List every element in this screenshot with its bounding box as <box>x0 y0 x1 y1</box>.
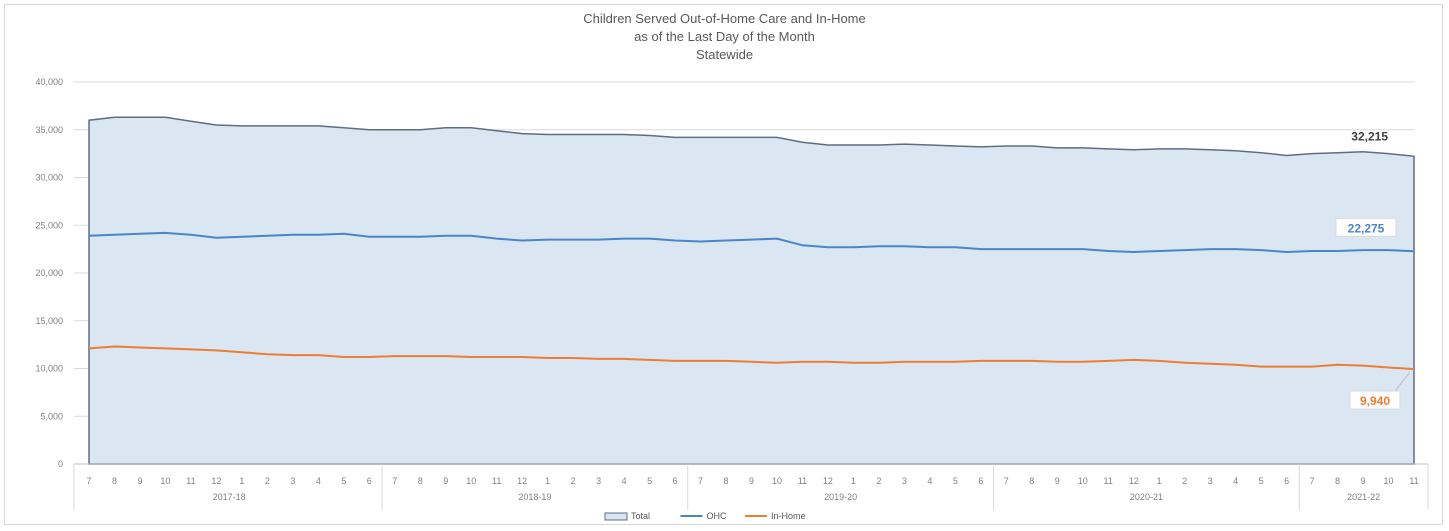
x-tick-label: 12 <box>1129 476 1139 486</box>
x-tick-label: 7 <box>86 476 91 486</box>
area-series <box>88 116 1415 465</box>
x-tick-label: 5 <box>1259 476 1264 486</box>
x-tick-label: 5 <box>647 476 652 486</box>
x-tick-label: 6 <box>978 476 983 486</box>
x-tick-label: 8 <box>418 476 423 486</box>
x-tick-label: 2 <box>876 476 881 486</box>
x-tick-label: 6 <box>367 476 372 486</box>
data-label-inhome: 9,940 <box>1360 394 1390 408</box>
x-tick-label: 1 <box>239 476 244 486</box>
x-tick-label: 5 <box>341 476 346 486</box>
x-tick-label: 6 <box>673 476 678 486</box>
x-tick-label: 7 <box>392 476 397 486</box>
x-tick-label: 1 <box>851 476 856 486</box>
x-tick-label: 9 <box>1361 476 1366 486</box>
chart-title-line-1: Children Served Out-of-Home Care and In-… <box>583 11 866 26</box>
fiscal-year-label: 2019-20 <box>824 492 857 502</box>
chart-title: Children Served Out-of-Home Care and In-… <box>0 10 1449 64</box>
x-tick-label: 3 <box>902 476 907 486</box>
x-tick-label: 4 <box>927 476 932 486</box>
x-tick-label: 3 <box>1208 476 1213 486</box>
x-tick-label: 8 <box>1029 476 1034 486</box>
x-tick-label: 11 <box>186 476 195 486</box>
x-tick-label: 11 <box>1409 476 1418 486</box>
x-tick-label: 4 <box>316 476 321 486</box>
chart-title-line-3: Statewide <box>695 47 754 62</box>
x-tick-label: 11 <box>1104 476 1113 486</box>
x-tick-label: 7 <box>1004 476 1009 486</box>
x-tick-label: 9 <box>1055 476 1060 486</box>
y-tick-label: 35,000 <box>35 125 63 135</box>
legend-label-in-home: In-Home <box>771 511 806 521</box>
line-series <box>88 231 1415 371</box>
x-tick-label: 10 <box>466 476 476 486</box>
x-axis: 7 8 9 10 11 12 1 2 3 4 5 6 7 8 9 10 11 12 1 2 3 4 5 6 7 8 9 10 11 12 1… <box>73 463 1429 510</box>
line-ohc <box>88 231 1415 254</box>
legend-swatch-total <box>604 512 628 521</box>
x-tick-label: 4 <box>1233 476 1238 486</box>
legend-label-total: Total <box>631 511 650 521</box>
x-tick-label: 9 <box>749 476 754 486</box>
x-tick-label: 3 <box>290 476 295 486</box>
area-total <box>88 116 1415 465</box>
y-tick-label: 30,000 <box>35 173 63 183</box>
legend: Total OHC In-Home <box>604 511 806 521</box>
x-tick-label: 5 <box>953 476 958 486</box>
y-tick-label: 20,000 <box>35 268 63 278</box>
x-tick-label: 7 <box>1310 476 1315 486</box>
x-tick-label: 3 <box>596 476 601 486</box>
data-label-leader <box>1394 371 1411 392</box>
fiscal-year-label: 2021-22 <box>1347 492 1380 502</box>
y-tick-label: 5,000 <box>40 411 63 421</box>
x-tick-label: 10 <box>160 476 170 486</box>
chart-title-line-2: as of the Last Day of the Month <box>634 29 815 44</box>
x-tick-label: 8 <box>1335 476 1340 486</box>
fiscal-year-label: 2018-19 <box>518 492 551 502</box>
x-tick-label: 10 <box>772 476 782 486</box>
line-in-home <box>88 345 1415 371</box>
y-axis: 0 5,000 10,000 15,000 20,000 25,000 30,000 35,0… <box>35 77 63 469</box>
y-tick-label: 40,000 <box>35 77 63 87</box>
y-tick-label: 15,000 <box>35 316 63 326</box>
x-tick-label: 10 <box>1078 476 1088 486</box>
data-label-box <box>1335 217 1397 237</box>
y-tick-label: 25,000 <box>35 220 63 230</box>
data-label-total: 32,215 <box>1351 129 1388 143</box>
y-tick-label: 0 <box>58 459 63 469</box>
x-tick-label: 12 <box>823 476 833 486</box>
fiscal-year-label: 2020-21 <box>1130 492 1163 502</box>
x-tick-label: 12 <box>211 476 221 486</box>
legend-label-ohc: OHC <box>707 511 728 521</box>
x-tick-label: 8 <box>724 476 729 486</box>
x-tick-label: 4 <box>622 476 627 486</box>
data-labels: 32,215 22,275 9,940 <box>1335 129 1411 410</box>
x-tick-label: 2 <box>265 476 270 486</box>
data-label-box <box>1349 390 1401 410</box>
fiscal-year-label: 2017-18 <box>213 492 246 502</box>
x-tick-label: 2 <box>1182 476 1187 486</box>
x-tick-label: 9 <box>443 476 448 486</box>
y-tick-label: 10,000 <box>35 364 63 374</box>
x-tick-label: 10 <box>1384 476 1394 486</box>
x-tick-label: 8 <box>112 476 117 486</box>
x-tick-label: 11 <box>798 476 807 486</box>
data-label-ohc: 22,275 <box>1348 221 1385 235</box>
x-tick-label: 1 <box>1157 476 1162 486</box>
x-tick-label: 2 <box>571 476 576 486</box>
x-tick-label: 7 <box>698 476 703 486</box>
x-tick-label: 1 <box>545 476 550 486</box>
x-tick-label: 6 <box>1284 476 1289 486</box>
x-tick-label: 9 <box>137 476 142 486</box>
x-tick-label: 12 <box>517 476 527 486</box>
x-tick-label: 11 <box>492 476 501 486</box>
